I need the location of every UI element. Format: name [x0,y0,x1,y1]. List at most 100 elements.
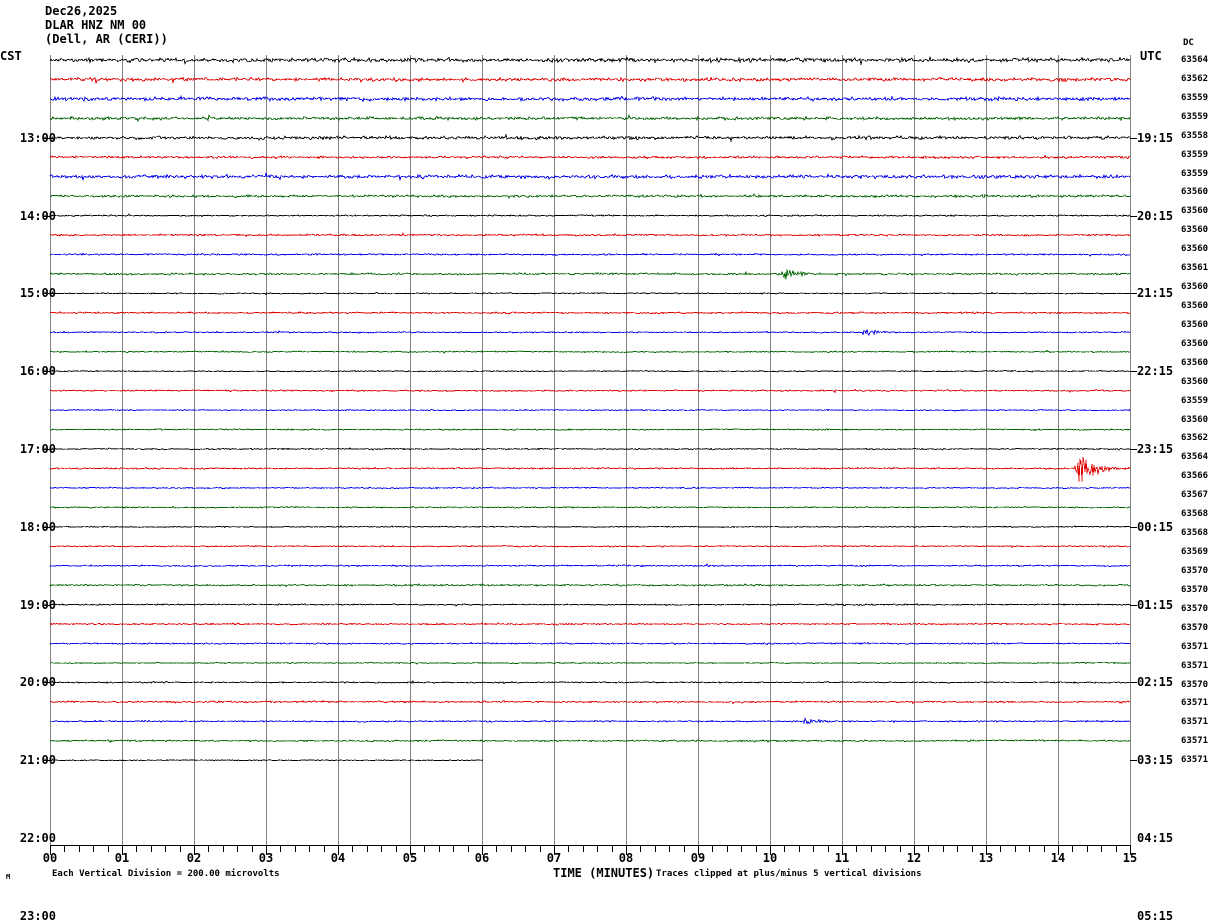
tick-minor [468,846,469,852]
gridline-minute-03 [266,55,267,845]
utc-label-2115: 21:15 [1137,286,1174,301]
trace-2000 [49,680,1131,685]
dc-value: 63558 [1181,130,1209,141]
tick-major-14 [1058,846,1059,855]
tick-major-11 [842,846,843,855]
tick-minor [856,846,857,852]
dc-value: 63570 [1181,603,1209,614]
gridline-minute-09 [698,55,699,845]
tick-minor [64,846,65,852]
gridline-minute-06 [482,55,483,845]
tick-minor [424,846,425,852]
utc-label-1915: 19:15 [1137,130,1174,145]
utc-label-2015: 20:15 [1137,208,1174,223]
trace-1415 [49,232,1131,238]
tick-major-01 [122,846,123,855]
tick-major-00 [50,846,51,855]
tick-minor [540,846,541,852]
dc-value: 63569 [1181,547,1209,558]
trace-1700 [49,447,1131,451]
hour-tick-right [1130,371,1137,373]
tick-major-10 [770,846,771,855]
trace-1845 [49,583,1131,588]
tick-minor [885,846,886,852]
header-date: Dec26,2025 [45,4,118,18]
tick-label-09: 09 [690,851,706,865]
hour-tick-right [1130,293,1137,295]
tick-minor [943,846,944,852]
tick-minor [381,846,382,852]
tick-label-03: 03 [258,851,274,865]
tick-minor [583,846,584,852]
tick-label-07: 07 [546,851,562,865]
hour-tick-left [44,449,51,450]
hour-tick-left [44,215,51,217]
gridline-minute-10 [770,55,771,845]
clip-note: Traces clipped at plus/minus 5 vertical … [656,869,922,879]
tick-minor [928,846,929,852]
tick-minor [669,846,670,852]
trace-1330 [49,172,1131,182]
trace-1445 [49,269,1131,280]
tick-minor [237,846,238,852]
tick-label-06: 06 [474,851,490,865]
dc-value: 63568 [1181,509,1209,520]
tick-minor [640,846,641,852]
dc-value: 63560 [1181,225,1209,236]
x-axis-title: TIME (MINUTES) [553,866,655,880]
tick-minor [727,846,728,852]
tick-label-08: 08 [618,851,634,865]
trace-1300 [49,133,1131,143]
trace-1730 [49,486,1131,490]
hour-tick-left [44,371,51,373]
gridline-minute-11 [842,55,843,845]
cst-label-2200: 22:00 [19,831,56,845]
trace-1530 [49,329,1131,336]
tick-major-02 [194,846,195,855]
dc-value: 63571 [1181,698,1209,709]
tick-minor [1044,846,1045,852]
tick-minor [871,846,872,852]
tick-minor [799,846,800,852]
tick-major-06 [482,846,483,855]
hour-tick-right [1130,215,1137,217]
hour-tick-left [44,526,51,528]
utc-label-0415: 04:15 [1137,831,1174,845]
header-location: (Dell, AR (CERI)) [45,32,168,46]
tick-label-15: 15 [1122,851,1138,865]
utc-label-0215: 02:15 [1137,675,1174,690]
tick-major-15 [1130,846,1131,855]
scale-note: Each Vertical Division = 200.00 microvol… [52,869,280,879]
gridline-minute-14 [1058,55,1059,845]
utc-label-2215: 22:15 [1137,364,1174,379]
dc-value: 63560 [1181,244,1209,255]
tick-minor [352,846,353,852]
dc-value: 63571 [1181,717,1209,728]
trace-1800 [49,525,1131,529]
tick-minor [1000,846,1001,852]
tick-major-05 [410,846,411,855]
tick-minor [136,846,137,852]
gridline-minute-12 [914,55,915,845]
trace-1245 [49,113,1131,123]
dc-value: 63560 [1181,319,1209,330]
dc-value: 63567 [1181,490,1209,501]
hour-tick-right [1130,682,1137,684]
trace-1900 [49,602,1131,607]
tick-minor [1101,846,1102,852]
tick-major-13 [986,846,987,855]
dc-value: 63559 [1181,92,1209,103]
hour-tick-left [44,682,51,684]
tick-major-12 [914,846,915,855]
tick-minor [252,846,253,852]
tick-minor [1087,846,1088,852]
tick-minor [900,846,901,852]
tick-minor [367,846,368,852]
trace-1630 [49,408,1131,412]
dc-value: 63560 [1181,301,1209,312]
cst-label-2300: 23:00 [19,908,56,923]
hour-tick-right [1130,604,1137,606]
dc-value: 63560 [1181,282,1209,293]
tick-major-09 [698,846,699,855]
tick-minor [525,846,526,852]
